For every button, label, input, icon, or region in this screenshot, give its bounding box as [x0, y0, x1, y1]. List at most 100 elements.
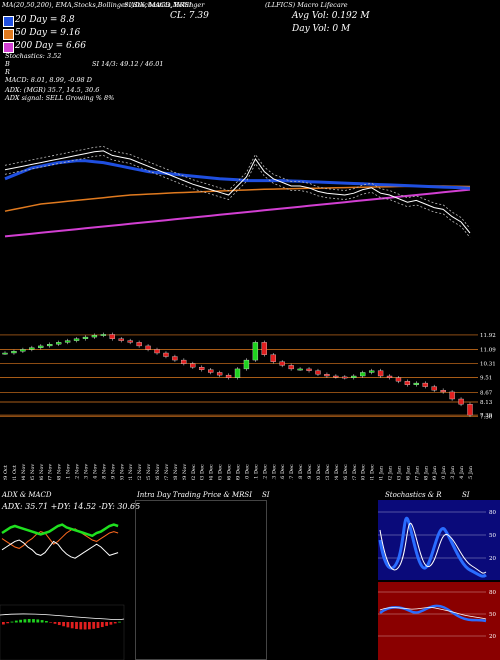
si-tick-label: 20: [489, 634, 496, 640]
price-level-label: 11.92: [480, 333, 496, 339]
date-tick-label: 04 Dec: [209, 464, 215, 480]
macd-histogram-bar: [100, 622, 104, 628]
small-r: R: [5, 68, 10, 76]
adx-readout: ADX: (MGR) 35.7, 14.5, 30.6: [5, 86, 100, 94]
price-level-label: 7.30: [480, 415, 493, 421]
date-tick-label: 14 Jan: [459, 465, 465, 480]
macd-histogram-bar: [66, 622, 70, 628]
candle-body: [11, 351, 17, 354]
date-tick-label: 08 Jan: [423, 465, 429, 480]
candle-body: [458, 398, 464, 405]
macd-histogram-bar: [75, 622, 78, 629]
macd-line: [0, 613, 125, 621]
candle-body: [91, 335, 98, 338]
date-tick-label: 04 Nov: [21, 464, 27, 480]
candle-body: [20, 349, 26, 352]
macd-histogram-bar: [19, 619, 22, 623]
date-tick-label: 23 Dec: [325, 464, 331, 480]
macd-histogram-bar: [49, 622, 53, 623]
date-tick-label: 14 Nov: [92, 464, 98, 480]
macd-histogram-bar: [70, 622, 74, 629]
candle-body: [145, 345, 151, 350]
ma50-line: [4, 185, 471, 212]
minus-di-line: [1, 528, 119, 549]
date-tick-label: 09 Jan: [432, 465, 438, 480]
candle-body: [368, 370, 375, 373]
ma20-swatch: [3, 16, 14, 27]
macd-histogram-bar: [27, 619, 31, 623]
date-tick-label: 20 Nov: [119, 464, 125, 480]
adx-signal: ADX signal: SELL Growing % 8%: [5, 94, 115, 102]
date-tick-label: 26 Dec: [343, 464, 349, 480]
macd-histogram-bar: [23, 619, 27, 623]
candle-body: [333, 375, 339, 378]
macd-histogram-bar: [109, 622, 113, 625]
macd-histogram-bar: [53, 622, 57, 624]
price-level-label: 8.13: [480, 400, 493, 406]
candle-body: [136, 342, 142, 347]
date-tick-label: 02 Jan: [388, 465, 394, 480]
candle-body: [243, 359, 250, 370]
date-tick-label: 06 Jan: [405, 465, 411, 480]
stoch-k-line: [378, 516, 487, 578]
plus-di-line: [1, 539, 119, 559]
candle-body: [279, 361, 285, 366]
candle-body: [270, 354, 276, 362]
macd-histogram-bar: [45, 621, 48, 623]
date-tick-label: 26 Nov: [155, 464, 161, 480]
macd-histogram-bar: [40, 620, 44, 623]
candle-body: [449, 391, 455, 400]
small-b: B: [5, 60, 10, 68]
adx-values: ADX: 35.71 +DY: 14.52 -DY: 30.65: [2, 502, 141, 511]
chart-label: (LLFICS) Macro Lifecare: [265, 1, 348, 9]
candle-body: [225, 374, 232, 378]
date-tick-label: 18 Nov: [101, 464, 107, 480]
date-tick-label: 13 Dec: [271, 464, 277, 480]
si-title: SI: [262, 491, 270, 499]
date-tick-label: 10 Jan: [441, 465, 447, 480]
stoch-box: [378, 500, 500, 580]
price-chart: 11.92 11.09 10.31 9.51 8.67 8.13 7.397.30 29 Oc…: [0, 145, 496, 480]
candle-body: [216, 372, 223, 376]
candle-body: [297, 368, 303, 371]
candle-body: [324, 374, 330, 377]
date-tick-label: 07 Jan: [414, 465, 420, 480]
ma200-label: 200 Day = 6.66: [15, 41, 87, 51]
ma50-label: 50 Day = 9.16: [15, 28, 81, 38]
candle-body: [315, 370, 321, 375]
price-level-label: 8.67: [480, 390, 493, 396]
candle-body: [172, 356, 178, 361]
macd-histogram-bar: [36, 619, 40, 623]
date-tick-label: 29 Oct: [3, 465, 9, 480]
stoch-readout: Stochastics: 3.52: [5, 52, 62, 60]
candle-body: [467, 404, 473, 416]
date-tick-label: 22 Nov: [137, 464, 143, 480]
ma20-line: [4, 159, 471, 190]
date-tick-label: 17 Dec: [289, 464, 295, 480]
date-tick-label: 18 Dec: [298, 464, 304, 480]
date-tick-label: 13 Jan: [450, 465, 456, 480]
candle-body: [234, 368, 241, 378]
macd-histogram-bar: [79, 622, 83, 630]
macd-histogram-bar: [57, 622, 61, 626]
stoch-tick-label: 80: [489, 510, 496, 516]
si-signal-line: [379, 607, 487, 620]
date-tick-label: 19 Dec: [307, 464, 313, 480]
date-tick-label: 10 Dec: [244, 464, 250, 480]
date-tick-label: 31 Oct: [12, 465, 18, 480]
stoch-tick-label: 20: [489, 556, 496, 562]
candle-body: [440, 390, 446, 393]
candle-body: [404, 381, 411, 385]
candle-body: [181, 359, 187, 364]
candle-body: [73, 338, 80, 341]
price-line: [4, 150, 471, 234]
date-tick-label: 11 Nov: [66, 464, 72, 480]
date-tick-label: 24 Dec: [334, 464, 340, 480]
date-tick-label: 08 Nov: [57, 464, 63, 480]
macd-histogram-bar: [32, 619, 35, 623]
day-volume: Day Vol: 0 M: [292, 24, 351, 34]
macd-histogram-bar: [62, 622, 65, 627]
candle-body: [47, 344, 53, 347]
price-level-label: 11.09: [480, 348, 496, 354]
